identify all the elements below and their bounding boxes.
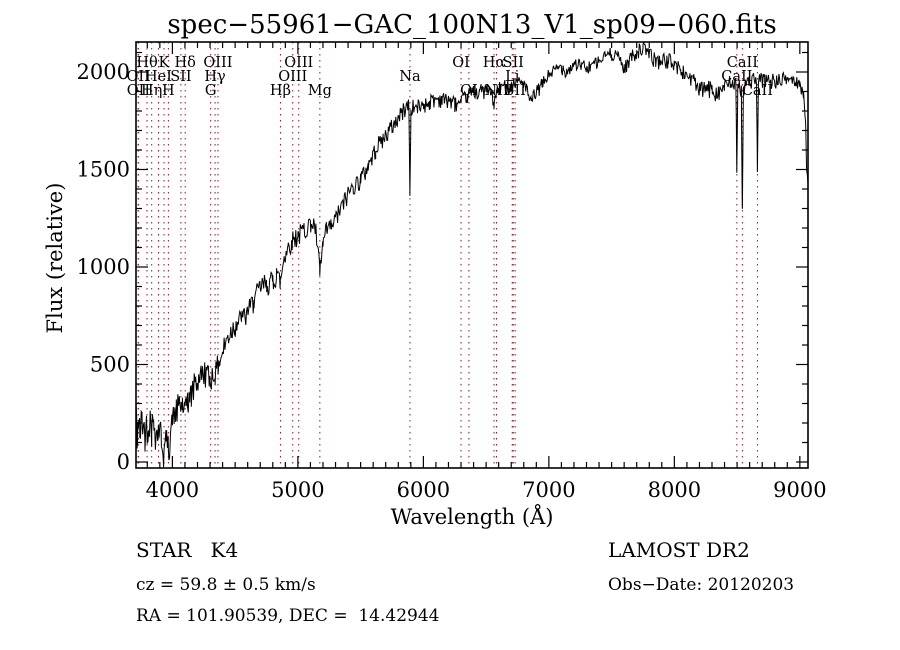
radial-velocity-label: cz = 59.8 ± 0.5 km/s [136,575,316,595]
spectral-line-label: Mg [308,83,332,99]
y-tick-label-1500: 1500 [77,158,130,182]
ra-dec-label: RA = 101.90539, DEC = 14.42944 [136,606,440,626]
obs-date-label: Obs−Date: 20120203 [608,575,794,595]
spectral-line-label: Na [399,69,421,85]
plot-frame [135,41,809,469]
y-tick-label-500: 500 [90,353,130,377]
x-tick-label-6000: 6000 [397,478,450,502]
spectral-line-label: G [205,83,217,99]
tick-labels: 4000 5000 6000 7000 8000 9000 0 500 1000 1500 2000 [77,60,827,502]
spectral-line-label: SII [503,55,524,71]
spectral-line-label: OIII [203,55,232,71]
spectral-line-label: OIII [284,55,313,71]
plot-axes [135,41,809,469]
spectral-line-label: OIII [278,69,307,85]
x-tick-label-8000: 8000 [648,478,701,502]
x-axis-label: Wavelength (Å) [391,504,554,529]
spectrum-trace-group [135,41,809,468]
x-tick-label-5000: 5000 [271,478,324,502]
spectral-line-label: SII [170,69,191,85]
spectral-line-labels: OIIOIIHθHηHeIKHSIIHδGHγOIIIHβOIIIOIIIMgN… [126,55,773,99]
x-tick-label-4000: 4000 [146,478,199,502]
spectral-line-label: H [162,83,175,99]
spectral-line-label: OII [127,83,150,99]
y-tick-label-2000: 2000 [77,60,130,84]
spectral-line-label: OII [126,69,149,85]
y-axis-label: Flux (relative) [43,183,67,334]
y-tick-label-1000: 1000 [77,255,130,279]
x-tick-label-9000: 9000 [773,478,826,502]
plot-title: spec−55961−GAC_100N13_V1_sp09−060.fits [167,10,776,40]
y-tick-label-0: 0 [117,450,130,474]
spectral-line-label: Hβ [270,83,291,99]
spectral-line-label: Hα [483,55,506,71]
x-tick-label-7000: 7000 [522,478,575,502]
spectral-line-label: K [159,55,171,71]
spectral-line-label: OI [452,55,470,71]
spectral-line-label: Hη [141,83,162,99]
spectrum-trace [135,41,809,468]
spectral-line-label: Hθ [136,55,157,71]
spectral-line-label: Hδ [175,55,196,71]
spectral-line-label: CaII [727,55,758,71]
spectral-line-label: HeI [145,69,172,85]
survey-release-label: LAMOST DR2 [608,538,750,562]
spectral-line-label: Hγ [204,69,225,85]
object-class-label: STAR K4 [136,538,238,562]
spectral-line-markers [137,42,758,468]
